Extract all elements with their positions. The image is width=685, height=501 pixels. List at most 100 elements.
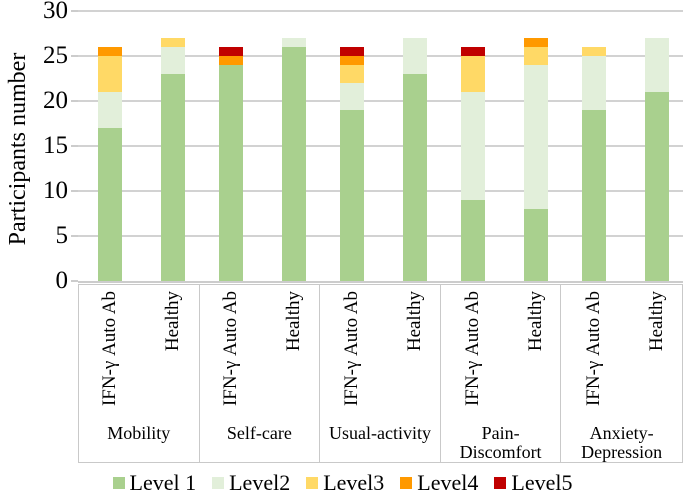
bar-ifn <box>582 47 606 281</box>
bar-segment-level1 <box>582 110 606 281</box>
gridline <box>78 10 683 12</box>
bar-segment-level1 <box>160 74 185 281</box>
bar-segment-level1 <box>98 128 122 281</box>
y-tick-label: 20 <box>43 87 68 114</box>
y-tick-label: 10 <box>43 177 68 204</box>
legend-swatch-icon <box>112 477 125 489</box>
y-tick-mark <box>71 235 78 237</box>
bar-segment-level1 <box>461 200 485 281</box>
x-tick-label: Healthy <box>282 291 304 352</box>
x-tick-label: Healthy <box>403 291 425 352</box>
gridline <box>78 55 683 57</box>
y-tick-label: 5 <box>55 222 69 249</box>
category-cell: Pain- Discomfort <box>441 285 562 462</box>
bar-segment-level3 <box>98 56 122 92</box>
y-tick-label: 30 <box>43 0 68 24</box>
legend-item: Level 1 <box>112 470 197 496</box>
gridline <box>78 145 683 147</box>
bar-segment-level2 <box>160 47 185 74</box>
y-tick-label: 0 <box>55 267 69 294</box>
bar-segment-level2 <box>340 83 364 110</box>
category-cell: Usual-activity <box>320 285 441 462</box>
bar-segment-level4 <box>340 56 364 65</box>
category-cell: Self-care <box>200 285 321 462</box>
y-tick-mark <box>71 55 78 57</box>
legend-item: Level3 <box>306 470 384 496</box>
bar-segment-level3 <box>340 65 364 83</box>
legend-label: Level4 <box>417 470 479 495</box>
bar-healthy <box>160 38 185 281</box>
gridline <box>78 100 683 102</box>
category-cells: Mobility Self-care Usual-activity Pain- Dis… <box>79 285 682 462</box>
bar-ifn <box>461 47 485 281</box>
legend-label: Level2 <box>229 470 291 495</box>
bar-segment-level2 <box>523 65 548 209</box>
bar-segment-level4 <box>523 38 548 47</box>
legend-swatch-icon <box>212 477 225 489</box>
bar-segment-level3 <box>582 47 606 56</box>
y-tick-mark <box>71 145 78 147</box>
bar-segment-level3 <box>523 47 548 65</box>
bar-ifn <box>340 47 364 281</box>
bar-healthy <box>523 38 548 281</box>
x-tick-label: Healthy <box>524 291 546 352</box>
x-tick-label: Healthy <box>161 291 183 352</box>
bar-segment-level2 <box>582 56 606 110</box>
bar-segment-level5 <box>219 47 243 56</box>
x-axis-table: Mobility Self-care Usual-activity Pain- Dis… <box>78 284 683 463</box>
bar-ifn <box>219 47 243 281</box>
bar-segment-level2 <box>281 38 306 47</box>
bar-segment-level1 <box>523 209 548 281</box>
bar-segment-level3 <box>461 56 485 92</box>
bar-segment-level2 <box>402 38 427 74</box>
bar-segment-level5 <box>340 47 364 56</box>
category-label: Mobility <box>107 423 171 443</box>
x-tick-label: IFN-γ Auto Ab <box>341 291 362 407</box>
x-tick-label: IFN-γ Auto Ab <box>220 291 241 407</box>
category-cell: Mobility <box>79 285 200 462</box>
y-tick-label: 25 <box>43 42 68 69</box>
x-tick-label: Healthy <box>645 291 667 352</box>
bar-segment-level2 <box>461 92 485 200</box>
y-tick-mark <box>71 190 78 192</box>
bar-segment-level1 <box>340 110 364 281</box>
bar-segment-level1 <box>644 92 669 281</box>
y-tick-mark <box>71 10 78 12</box>
bar-segment-level2 <box>644 38 669 92</box>
legend-item: Level5 <box>494 470 572 496</box>
legend-item: Level4 <box>400 470 478 496</box>
y-tick-mark <box>71 280 78 282</box>
bar-segment-level1 <box>281 47 306 281</box>
category-label: Anxiety- Depression <box>581 423 663 462</box>
bar-segment-level1 <box>219 65 243 281</box>
bar-healthy <box>644 38 669 281</box>
bar-healthy <box>402 38 427 281</box>
bar-healthy <box>281 38 306 281</box>
legend-swatch-icon <box>400 477 413 489</box>
bar-segment-level1 <box>402 74 427 281</box>
x-tick-label: IFN-γ Auto Ab <box>99 291 120 407</box>
plot-area <box>78 10 683 283</box>
x-tick-label: IFN-γ Auto Ab <box>583 291 604 407</box>
legend-swatch-icon <box>494 477 507 489</box>
legend-label: Level3 <box>323 470 385 495</box>
bar-segment-level4 <box>219 56 243 65</box>
legend-label: Level5 <box>511 470 573 495</box>
category-label: Self-care <box>226 423 292 443</box>
bar-ifn <box>98 47 122 281</box>
y-tick-mark <box>71 100 78 102</box>
bar-segment-level4 <box>98 47 122 56</box>
bar-segment-level2 <box>98 92 122 128</box>
legend-swatch-icon <box>306 477 319 489</box>
bar-segment-level3 <box>160 38 185 47</box>
gridline <box>78 190 683 192</box>
gridline <box>78 235 683 237</box>
x-tick-label: IFN-γ Auto Ab <box>462 291 483 407</box>
category-label: Usual-activity <box>328 423 431 443</box>
legend-label: Level 1 <box>129 470 197 495</box>
bar-segment-level5 <box>461 47 485 56</box>
legend-item: Level2 <box>212 470 290 496</box>
legend: Level 1 Level2 Level3 Level4 Level5 <box>0 470 685 496</box>
category-cell: Anxiety- Depression <box>561 285 682 462</box>
